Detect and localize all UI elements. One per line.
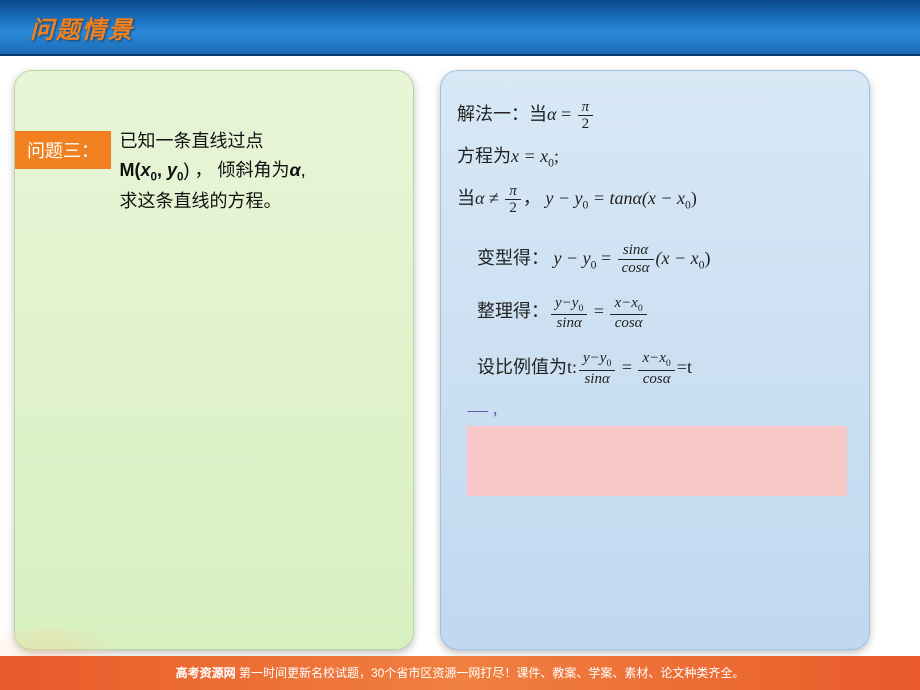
content-area: 问题三： 已知一条直线过点 M(x0, y0) ， 倾斜角为α, 求这条直线的方… (0, 56, 920, 656)
question-panel: 问题三： 已知一条直线过点 M(x0, y0) ， 倾斜角为α, 求这条直线的方… (14, 70, 414, 650)
question-text: 已知一条直线过点 M(x0, y0) ， 倾斜角为α, 求这条直线的方程。 (119, 127, 389, 216)
sol-ratio: 设比例值为t:y−y0sinα = x−x0cosα=t (457, 350, 853, 387)
sol-line3: 当α ≠ π2， y − y0 = tanα(x − x0) (457, 181, 853, 217)
sol-line2: 方程为x = x0; (457, 139, 853, 175)
q-line3: 求这条直线的方程。 (119, 191, 281, 211)
pink-box (467, 426, 847, 496)
q-M: M(x0, y0 (119, 160, 183, 180)
sol-arrange: 整理得：y−y0sinα = x−x0cosα (457, 294, 853, 331)
partial-text: ⸺ ， (467, 399, 853, 424)
question-badge: 问题三： (15, 131, 111, 169)
sol-line1: 解法一：当α = π2 (457, 97, 853, 133)
solution-panel: 解法一：当α = π2 方程为x = x0; 当α ≠ π2， y − y0 =… (440, 70, 870, 650)
header-bar: 问题情景 (0, 0, 920, 56)
footer-text: 第一时间更新名校试题，30个省市区资源一网打尽！课件、教案、学案、素材、论文种类… (236, 666, 745, 680)
solution-text: 解法一：当α = π2 方程为x = x0; 当α ≠ π2， y − y0 =… (457, 97, 853, 496)
footer-site: 高考资源网 (176, 666, 236, 680)
sol-transform: 变型得： y − y0 = sinαcosα(x − x0) (457, 241, 853, 277)
page-title: 问题情景 (30, 10, 890, 45)
q-line1: 已知一条直线过点 (119, 131, 263, 151)
footer-bar: 高考资源网 第一时间更新名校试题，30个省市区资源一网打尽！课件、教案、学案、素… (0, 656, 920, 690)
